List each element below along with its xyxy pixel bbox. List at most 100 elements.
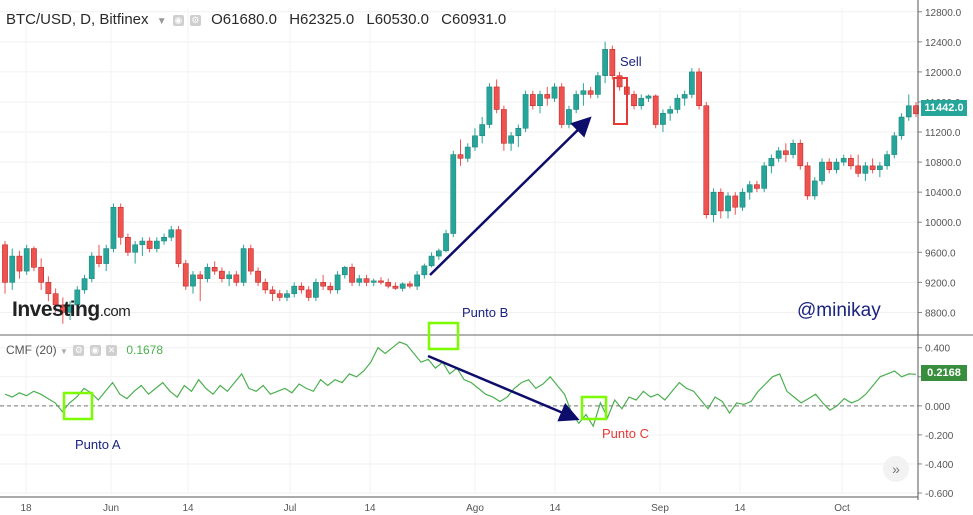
- punto-a-label: Punto A: [75, 437, 121, 452]
- candle-body: [703, 105, 710, 215]
- candle-body: [479, 124, 486, 137]
- candle-body: [421, 265, 428, 276]
- candle-body: [52, 293, 59, 306]
- candle-body: [153, 240, 160, 249]
- candle-body: [168, 229, 175, 238]
- candle-body: [247, 248, 254, 272]
- candle-body: [472, 135, 478, 148]
- x-tick-label: 14: [364, 503, 376, 514]
- candle-body: [117, 206, 124, 238]
- chevron-down-icon[interactable]: ▼: [60, 347, 68, 356]
- candle-body: [146, 240, 153, 249]
- candle-body: [522, 94, 529, 129]
- indicator-name: CMF (20): [6, 343, 57, 357]
- candle-body: [855, 165, 862, 174]
- candle-body: [139, 240, 146, 246]
- punto-c-box: [580, 395, 608, 421]
- ohlc-low: L60530.0: [366, 11, 429, 28]
- candle-body: [464, 146, 471, 159]
- candle-body: [739, 191, 746, 208]
- candle-body: [898, 116, 905, 137]
- candle-body: [81, 278, 88, 291]
- x-tick-label: Ago: [466, 503, 484, 514]
- candle-body: [269, 289, 276, 294]
- x-tick-label: Jul: [284, 503, 297, 514]
- candle-body: [667, 109, 674, 114]
- close-icon[interactable]: ✕: [105, 345, 117, 357]
- x-tick-label: 14: [734, 503, 746, 514]
- y-tick-label: 0.400: [925, 344, 950, 355]
- candle-body: [515, 128, 522, 137]
- candle-body: [645, 95, 652, 99]
- y-tick-label: 9200.0: [925, 278, 956, 289]
- candle-body: [74, 289, 81, 306]
- candle-body: [110, 206, 117, 249]
- candle-body: [537, 94, 543, 106]
- candle-body: [797, 143, 804, 167]
- candle-body: [862, 165, 869, 174]
- punto-c-label: Punto C: [602, 426, 649, 441]
- eye-icon[interactable]: ◉: [89, 345, 101, 357]
- candle-body: [566, 109, 572, 125]
- gear-icon[interactable]: ⚙: [73, 345, 85, 357]
- candle-body: [276, 293, 283, 298]
- candle-body: [732, 195, 739, 208]
- candle-body: [486, 86, 493, 125]
- candle-body: [754, 184, 760, 189]
- candle-body: [182, 263, 189, 287]
- candle-body: [9, 255, 16, 283]
- chevron-down-icon[interactable]: ▼: [156, 16, 167, 27]
- candle-body: [811, 180, 818, 197]
- sell-label: Sell: [620, 54, 642, 69]
- candle-body: [761, 165, 768, 189]
- candles: [2, 41, 919, 324]
- y-tick-label: 12400.0: [925, 38, 962, 49]
- scroll-to-latest-button[interactable]: »: [883, 456, 909, 482]
- cmf-value-tag: 0.2168: [921, 365, 967, 381]
- gear-icon[interactable]: ⚙: [189, 14, 201, 26]
- candle-body: [876, 165, 883, 170]
- ohlc-high: H62325.0: [289, 11, 355, 28]
- punto-b-box: [427, 321, 460, 351]
- x-tick-label: Oct: [834, 503, 850, 514]
- candle-body: [580, 90, 587, 95]
- candle-body: [190, 274, 196, 287]
- ohlc-open: O61680.0: [211, 11, 278, 28]
- candle-body: [790, 143, 796, 155]
- candle-body: [457, 154, 464, 159]
- candle-body: [652, 95, 659, 125]
- candle-body: [132, 244, 138, 253]
- cmf-line: [4, 341, 917, 428]
- candle-body: [23, 248, 30, 272]
- y-tick-label: -0.600: [925, 489, 954, 500]
- candle-body: [197, 274, 204, 279]
- candle-body: [689, 71, 695, 95]
- candle-body: [392, 285, 399, 289]
- candle-body: [913, 105, 919, 115]
- ohlc-close: C60931.0: [441, 11, 507, 28]
- candle-body: [211, 267, 218, 272]
- candle-body: [161, 237, 167, 242]
- y-tick-label: 10400.0: [925, 188, 962, 199]
- candle-body: [31, 248, 37, 268]
- candle-body: [414, 274, 420, 287]
- candle-body: [493, 86, 500, 110]
- indicator-header: CMF (20) ▼ ⚙ ◉ ✕ 0.1678: [6, 343, 163, 357]
- candle-body: [407, 283, 413, 287]
- arrow-price-up: [429, 116, 592, 276]
- y-tick-label: 12800.0: [925, 8, 962, 19]
- candle-body: [529, 94, 536, 106]
- candle-body: [284, 293, 290, 298]
- candle-body: [226, 274, 232, 279]
- candle-body: [2, 244, 8, 283]
- candle-body: [255, 270, 261, 283]
- punto-b-label: Punto B: [462, 305, 509, 320]
- candle-body: [96, 255, 102, 264]
- author-watermark: @minikay: [797, 300, 881, 321]
- candle-body: [717, 191, 724, 212]
- eye-icon[interactable]: ◉: [172, 14, 184, 26]
- candle-body: [363, 278, 370, 283]
- candle-body: [313, 282, 319, 298]
- candle-body: [891, 135, 898, 155]
